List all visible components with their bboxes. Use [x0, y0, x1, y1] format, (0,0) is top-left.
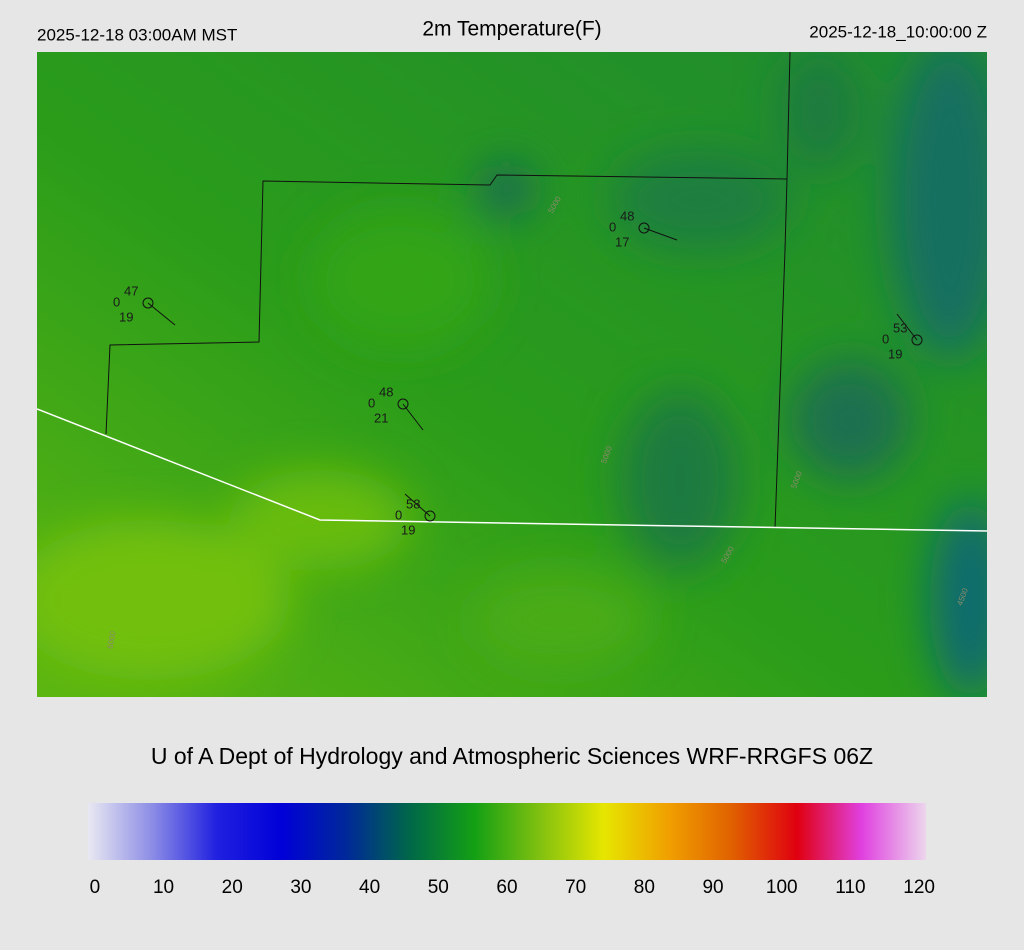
dewpoint: 19 [888, 346, 902, 361]
colorbar [88, 803, 926, 860]
map-title: 2m Temperature(F) [422, 18, 601, 41]
wind-barb [404, 493, 431, 517]
dewpoint: 21 [374, 410, 388, 425]
wind: 0 [882, 331, 889, 346]
tick-label: 60 [496, 877, 517, 898]
wind-barb [402, 403, 424, 431]
station-circle [397, 398, 409, 410]
temperature-field [37, 52, 987, 697]
tick-label: 90 [702, 877, 723, 898]
tick-label: 100 [766, 877, 798, 898]
wind: 0 [113, 294, 120, 309]
tick-label: 80 [634, 877, 655, 898]
tick-label: 10 [153, 877, 174, 898]
wind: 0 [395, 507, 402, 522]
station-circle [911, 334, 923, 346]
tick-label: 70 [565, 877, 586, 898]
tick-label: 30 [290, 877, 311, 898]
dewpoint: 17 [615, 234, 629, 249]
contour-label: 6000 [106, 630, 118, 650]
tick-label: 50 [428, 877, 449, 898]
temperature: 58 [406, 496, 420, 511]
tick-label: 40 [359, 877, 380, 898]
tick-label: 120 [903, 877, 935, 898]
temperature: 48 [379, 384, 393, 399]
tick-label: 20 [222, 877, 243, 898]
credit: U of A Dept of Hydrology and Atmospheric… [151, 743, 873, 769]
wind-barb [896, 313, 918, 341]
temperature: 48 [620, 208, 634, 223]
station-circle [142, 297, 154, 309]
station-circle [638, 222, 650, 234]
temperature: 53 [893, 320, 907, 335]
colorbar-ticks: 0 10 20 30 40 50 60 70 80 90 100 110 120 [90, 860, 935, 898]
dewpoint: 19 [401, 522, 415, 537]
station-circle [424, 510, 436, 522]
wind: 0 [368, 395, 375, 410]
tick-label: 0 [90, 877, 101, 898]
wind-barb [643, 227, 678, 241]
wind-barb [147, 302, 176, 326]
valid-time-local: 2025-12-18 03:00AM MST [37, 25, 237, 44]
temperature: 47 [124, 283, 138, 298]
dewpoint: 19 [119, 309, 133, 324]
tick-label: 110 [835, 877, 865, 898]
wind: 0 [609, 219, 616, 234]
valid-time-utc: 2025-12-18_10:00:00 Z [809, 22, 987, 41]
